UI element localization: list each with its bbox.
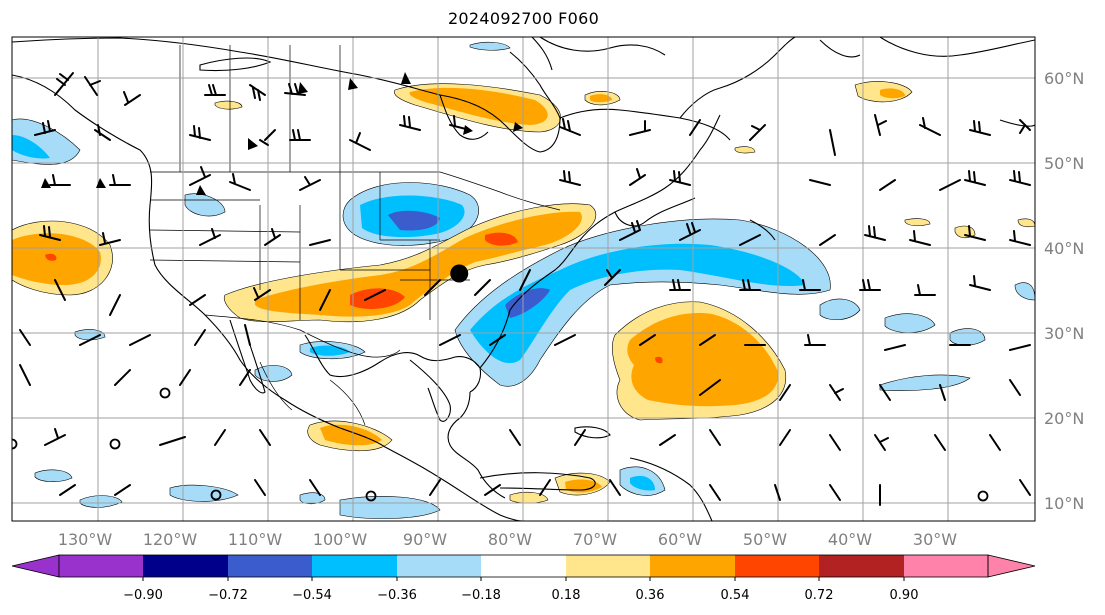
colorbar-tick-label: 0.90 <box>890 588 919 603</box>
colorbar-extend-low <box>11 554 60 578</box>
colorbar-segment <box>228 555 312 577</box>
wind-pennants <box>41 72 523 195</box>
map-frame <box>11 36 1036 522</box>
latitude-labels: 60°N 50°N 40°N 30°N 20°N 10°N <box>1044 69 1084 513</box>
colorbar-segment <box>59 555 143 577</box>
lon-label: 70°W <box>573 530 617 549</box>
colorbar-segment <box>650 555 735 577</box>
map-title: 2024092700 F060 <box>447 9 600 28</box>
colorbar-tick-labels: −0.90 −0.72 −0.54 −0.36 −0.18 0.18 0.36 … <box>123 588 918 603</box>
colorbar-segment <box>481 555 566 577</box>
lon-label: 120°W <box>143 530 198 549</box>
colorbar-tick-label: −0.72 <box>208 588 248 603</box>
lon-label: 110°W <box>228 530 283 549</box>
lon-label: 40°W <box>828 530 872 549</box>
colorbar-tick-label: 0.18 <box>552 588 581 603</box>
coastlines <box>12 37 1035 521</box>
colorbar-tick-label: 0.72 <box>805 588 834 603</box>
colorbar <box>11 554 1036 581</box>
lat-label: 30°N <box>1044 324 1084 343</box>
colorbar-tick-label: −0.18 <box>461 588 501 603</box>
colorbar-tick-label: 0.54 <box>721 588 750 603</box>
lat-label: 60°N <box>1044 69 1084 88</box>
map-panel <box>12 37 1035 521</box>
lon-label: 90°W <box>403 530 447 549</box>
colorbar-outline <box>58 554 989 578</box>
negative-anomaly-regions <box>12 41 1035 519</box>
colorbar-extend-high <box>987 554 1036 578</box>
lon-label: 80°W <box>488 530 532 549</box>
colorbar-segment <box>819 555 904 577</box>
longitude-labels: 130°W 120°W 110°W 100°W 90°W 80°W 70°W 6… <box>58 530 957 549</box>
colorbar-tick-label: 0.36 <box>636 588 665 603</box>
lon-label: 30°W <box>913 530 957 549</box>
lon-label: 130°W <box>58 530 113 549</box>
colorbar-segment <box>735 555 819 577</box>
lon-label: 100°W <box>313 530 368 549</box>
lat-label: 10°N <box>1044 494 1084 513</box>
colorbar-segment <box>566 555 650 577</box>
graticule <box>12 37 1035 521</box>
colorbar-tick-label: −0.90 <box>123 588 163 603</box>
colorbar-tick-label: −0.54 <box>292 588 332 603</box>
lat-label: 50°N <box>1044 154 1084 173</box>
location-marker <box>450 264 469 283</box>
colorbar-segment <box>312 555 397 577</box>
wind-barbs <box>19 72 1031 506</box>
colorbar-tick-label: −0.36 <box>377 588 417 603</box>
colorbar-segment <box>143 555 228 577</box>
lon-label: 50°W <box>743 530 787 549</box>
positive-anomaly-regions <box>12 81 1035 504</box>
colorbar-segment <box>397 555 481 577</box>
colorbar-segment <box>904 555 988 577</box>
lon-label: 60°W <box>658 530 702 549</box>
lat-label: 40°N <box>1044 239 1084 258</box>
calm-wind-circles <box>12 387 989 502</box>
lat-label: 20°N <box>1044 409 1084 428</box>
